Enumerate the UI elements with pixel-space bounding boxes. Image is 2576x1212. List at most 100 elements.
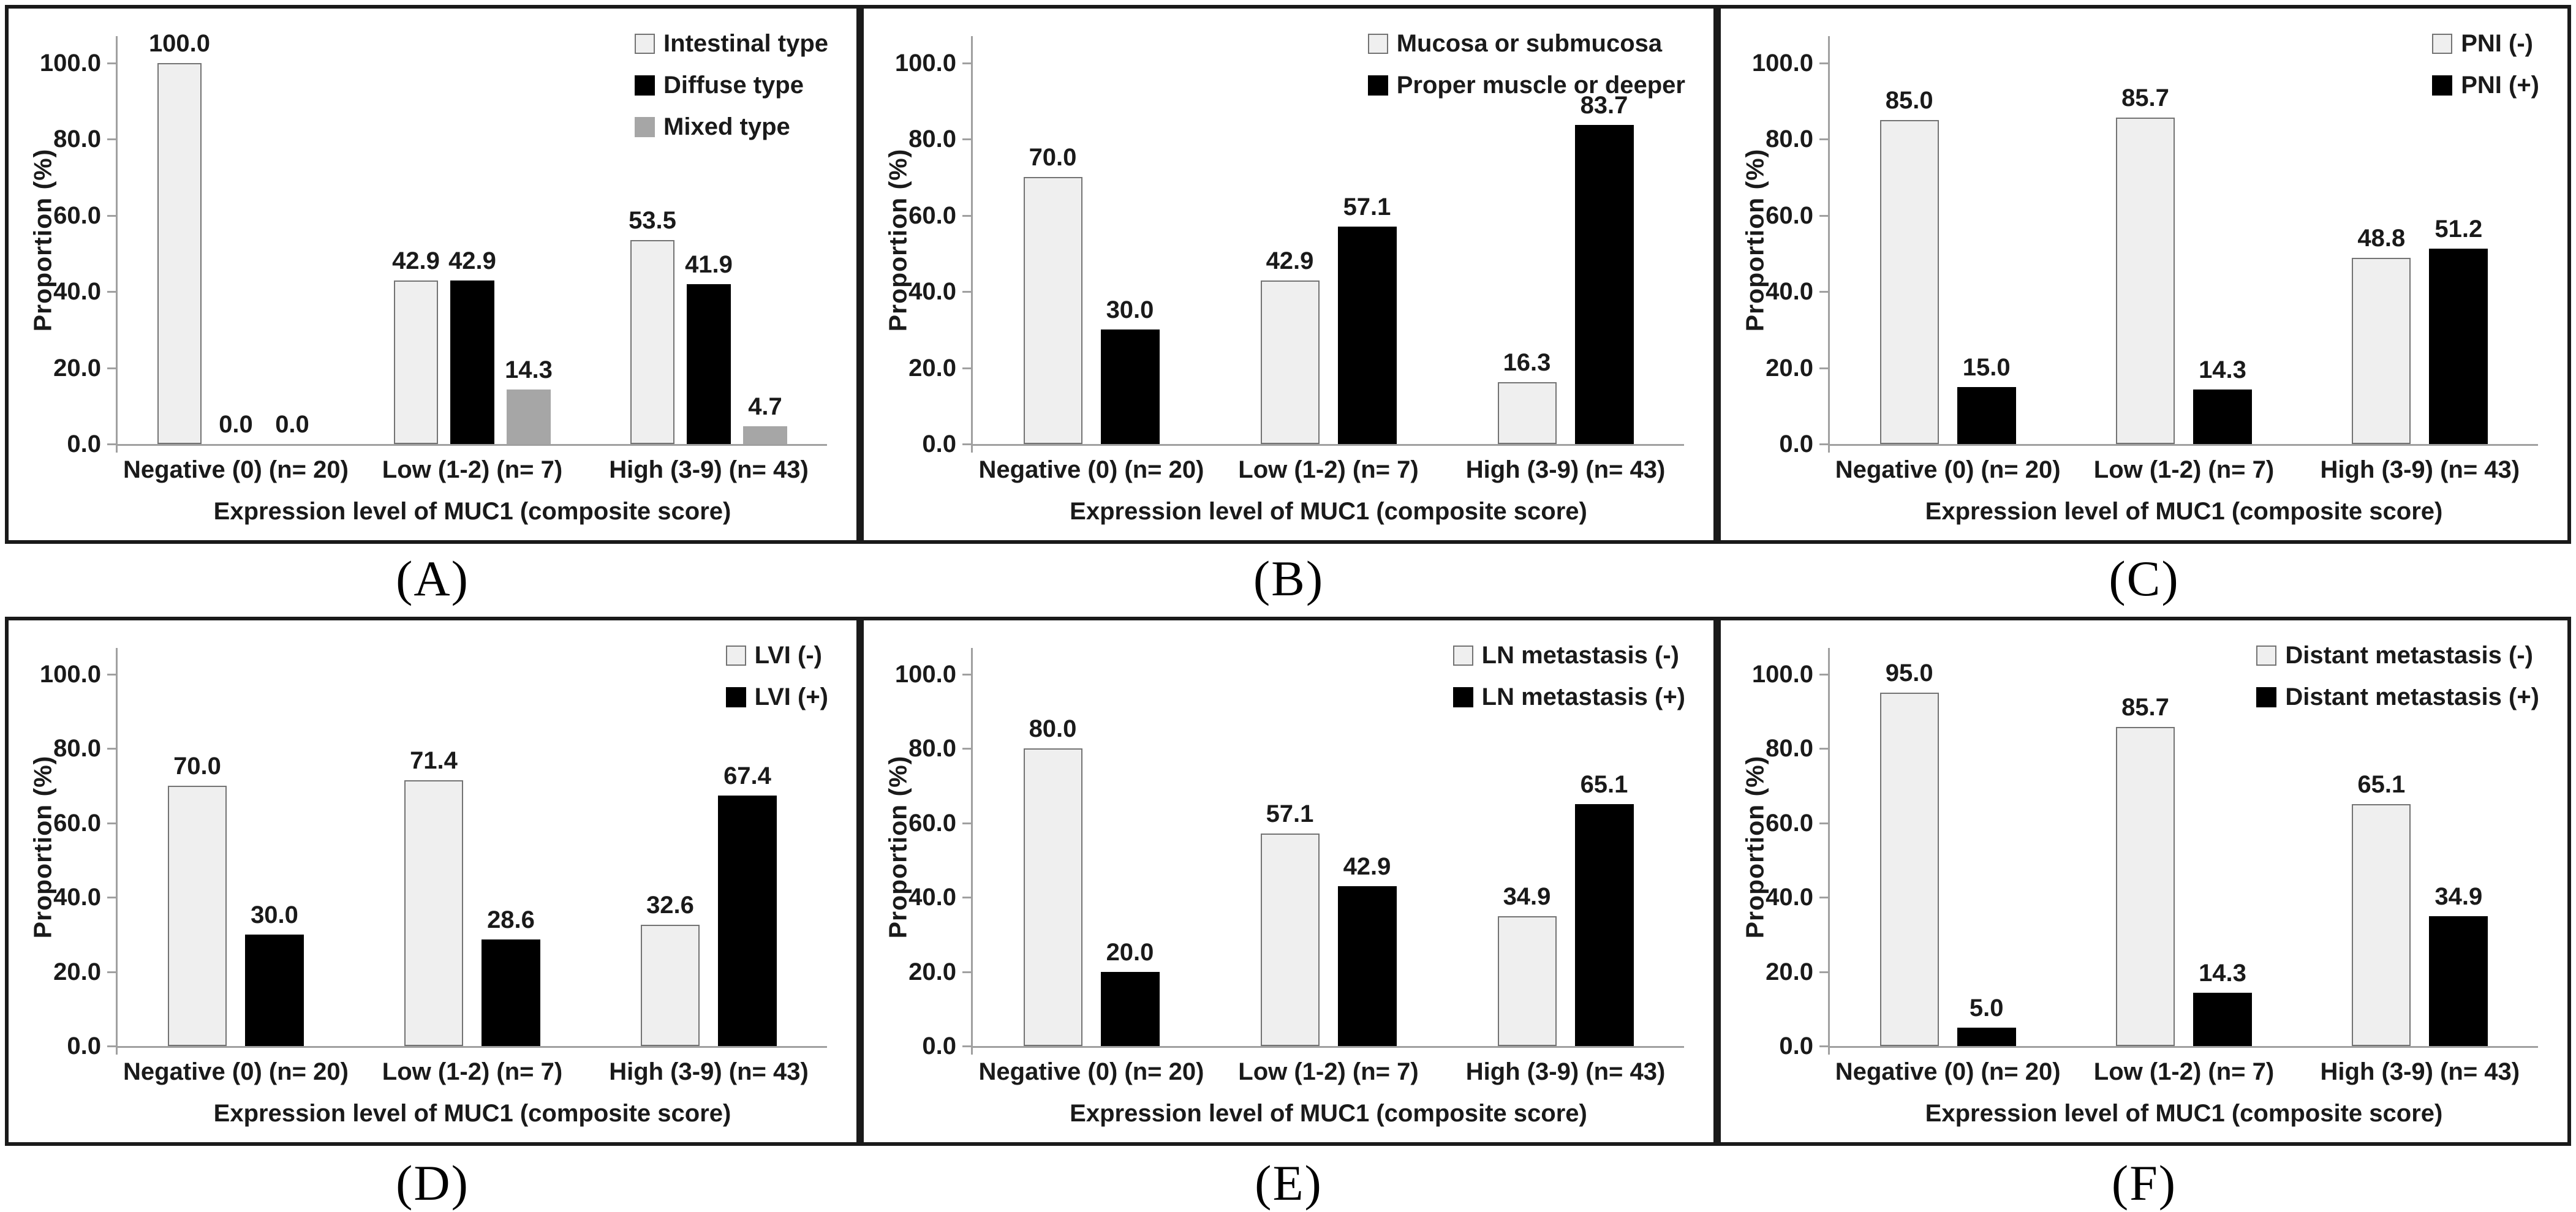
- y-tick-mark: [107, 748, 116, 750]
- legend-label: LN metastasis (+): [1481, 683, 1685, 710]
- legend-label: Distant metastasis (-): [2285, 642, 2533, 669]
- bar-value-label: 30.0: [1106, 296, 1154, 323]
- bar: [245, 935, 304, 1046]
- bar: [1497, 916, 1557, 1046]
- y-tick-mark: [1819, 214, 1828, 217]
- y-axis-line: [116, 36, 118, 453]
- bar: [1100, 972, 1160, 1046]
- bar-value-label: 51.2: [2434, 216, 2483, 243]
- bar-value-label: 65.1: [1580, 771, 1628, 798]
- bar-value-label: 53.5: [629, 207, 676, 234]
- bar-value-label: 5.0: [1969, 995, 2004, 1022]
- bar-value-label: 85.7: [2121, 694, 2169, 721]
- x-category-label: Negative (0) (n= 20): [978, 1058, 1204, 1085]
- legend-item: Distant metastasis (-): [2256, 641, 2533, 669]
- bar: [743, 426, 787, 444]
- chart-panel-d: 0.0 20.0 40.0 60.0 80.0 100.0 Proportion (%) Ex…: [5, 617, 860, 1146]
- y-tick-mark: [1819, 897, 1828, 898]
- legend-item: Mucosa or submucosa: [1367, 29, 1662, 58]
- x-category-label: Low (1-2) (n= 7): [382, 1058, 563, 1085]
- y-tick-label: 100.0: [1751, 660, 1813, 688]
- y-axis-line: [1828, 36, 1830, 453]
- y-tick-label: 80.0: [1766, 126, 1813, 153]
- bar: [2429, 249, 2488, 444]
- y-tick-label: 100.0: [894, 49, 956, 77]
- y-axis-title: Proportion (%): [1740, 755, 1769, 939]
- y-tick-label: 60.0: [53, 809, 101, 837]
- bar-value-label: 34.9: [2434, 883, 2483, 910]
- legend: LN metastasis (-) LN metastasis (+): [1452, 641, 1685, 711]
- x-category-label: High (3-9) (n= 43): [1465, 456, 1666, 483]
- bar-value-label: 42.9: [448, 247, 496, 274]
- y-tick-mark: [962, 971, 971, 973]
- legend: Mucosa or submucosa Proper muscle or deep…: [1367, 29, 1685, 99]
- bar-value-label: 14.3: [2199, 960, 2246, 987]
- bar-value-label: 4.7: [748, 393, 782, 420]
- bar-value-label: 0.0: [275, 411, 309, 438]
- legend-label: PNI (+): [2461, 72, 2539, 99]
- legend-label: Distant metastasis (+): [2285, 683, 2539, 710]
- bar: [1574, 804, 1634, 1046]
- y-tick-label: 60.0: [908, 201, 956, 229]
- legend-label: Intestinal type: [663, 30, 828, 57]
- bar-value-label: 85.7: [2121, 85, 2169, 111]
- y-axis-title: Proportion (%): [883, 755, 912, 939]
- bar: [2116, 727, 2175, 1046]
- bar: [1574, 125, 1634, 444]
- chart-panel-e: 0.0 20.0 40.0 60.0 80.0 100.0 Proportion (%) Ex…: [860, 617, 1717, 1146]
- bar: [482, 939, 540, 1046]
- bar: [2193, 993, 2252, 1046]
- x-category-label: High (3-9) (n= 43): [1465, 1058, 1666, 1085]
- y-tick-mark: [962, 1045, 971, 1047]
- x-axis-line: [116, 1046, 827, 1048]
- bar-value-label: 48.8: [2357, 225, 2406, 252]
- bar: [2352, 804, 2411, 1046]
- x-axis-line: [971, 444, 1684, 446]
- x-axis-title: Expression level of MUC1 (composite scor…: [1070, 498, 1587, 525]
- bar: [2193, 390, 2252, 444]
- x-category-label: High (3-9) (n= 43): [609, 456, 809, 483]
- legend-label: LVI (+): [754, 683, 828, 710]
- bar-value-label: 57.1: [1343, 194, 1391, 220]
- bar-value-label: 100.0: [148, 30, 211, 57]
- y-tick-label: 40.0: [53, 884, 101, 911]
- legend-marker: [725, 645, 746, 666]
- y-axis-line: [1828, 648, 1830, 1055]
- y-tick-mark: [107, 367, 116, 369]
- legend-item: LN metastasis (+): [1452, 683, 1685, 711]
- bar: [1337, 886, 1397, 1046]
- y-tick-mark: [107, 138, 116, 141]
- y-tick-mark: [962, 62, 971, 64]
- legend: LVI (-) LVI (+): [725, 641, 828, 711]
- x-axis-title: Expression level of MUC1 (composite scor…: [1925, 1100, 2443, 1127]
- bar: [630, 240, 674, 444]
- x-category-label: High (3-9) (n= 43): [609, 1058, 809, 1085]
- bar-value-label: 70.0: [1029, 144, 1077, 171]
- y-tick-label: 0.0: [1779, 1033, 1813, 1060]
- x-category-label: Negative (0) (n= 20): [978, 456, 1204, 483]
- y-axis-line: [971, 648, 973, 1055]
- y-tick-label: 60.0: [1766, 201, 1813, 229]
- x-category-label: Low (1-2) (n= 7): [2093, 456, 2275, 483]
- y-axis-line: [971, 36, 973, 453]
- y-tick-mark: [107, 62, 116, 64]
- legend-item: Intestinal type: [635, 29, 828, 58]
- bar: [450, 280, 494, 444]
- y-tick-label: 20.0: [908, 354, 956, 382]
- y-axis-title: Proportion (%): [883, 148, 912, 332]
- y-tick-mark: [962, 291, 971, 293]
- bar: [2352, 258, 2411, 444]
- legend-label: Proper muscle or deeper: [1396, 72, 1685, 99]
- bar-value-label: 15.0: [1962, 354, 2011, 381]
- chart-panel-b: 0.0 20.0 40.0 60.0 80.0 100.0 Proportion (%) Ex…: [860, 5, 1717, 544]
- y-tick-mark: [962, 443, 971, 445]
- legend-marker: [1452, 687, 1473, 707]
- y-tick-label: 40.0: [908, 884, 956, 911]
- panel-label-c: (C): [2109, 551, 2180, 606]
- y-tick-label: 60.0: [908, 809, 956, 837]
- x-category-label: Negative (0) (n= 20): [123, 1058, 349, 1085]
- bar: [1023, 748, 1082, 1046]
- bar: [1260, 280, 1320, 444]
- y-tick-mark: [1819, 443, 1828, 445]
- bar: [168, 786, 227, 1046]
